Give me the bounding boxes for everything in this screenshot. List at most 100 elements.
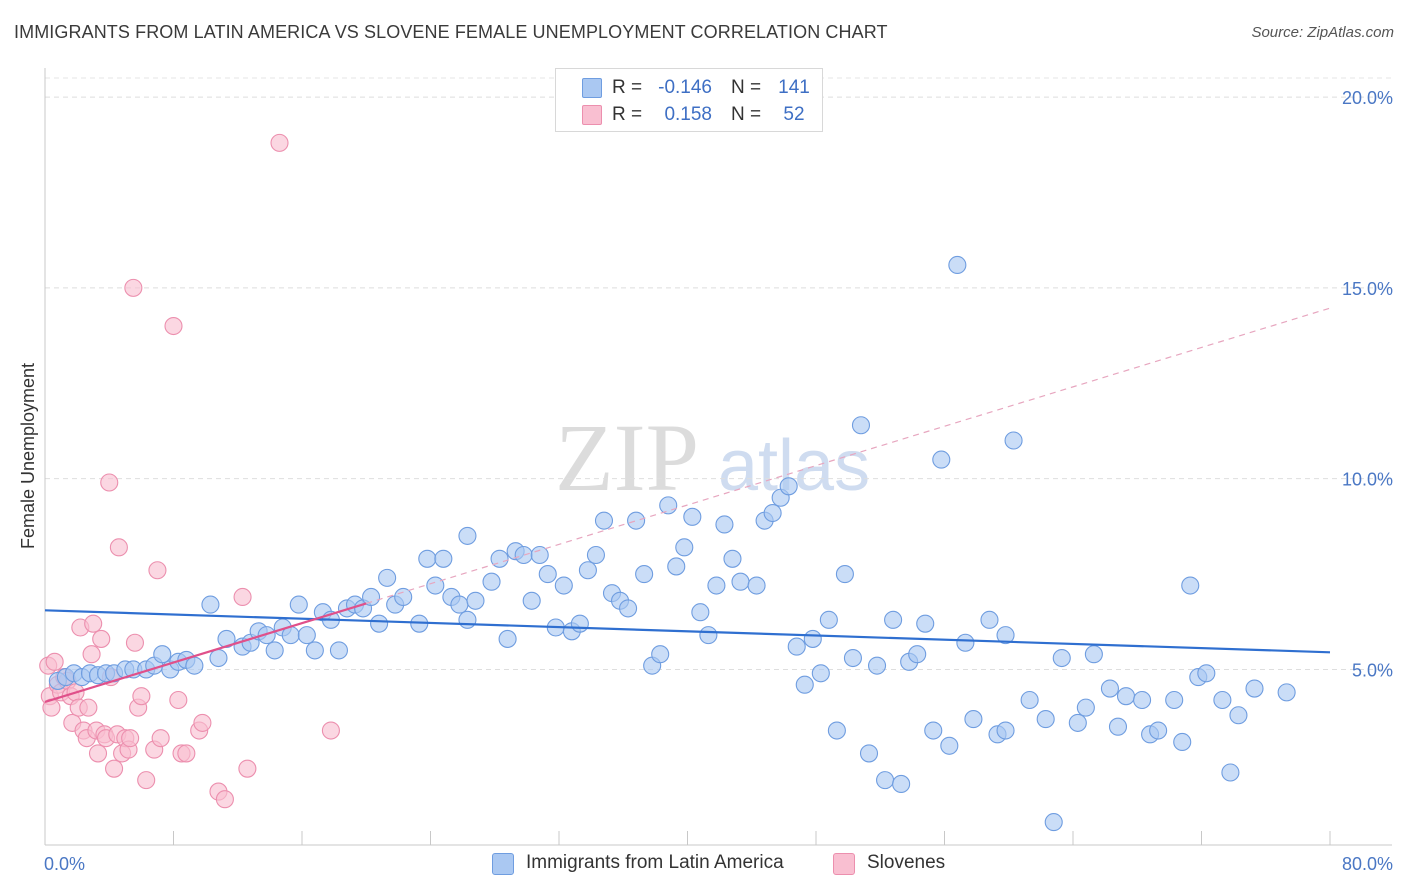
slovenes-point (148, 561, 167, 580)
slovenes-point (215, 790, 234, 809)
watermark-atlas: atlas (718, 426, 870, 506)
latin-america-point (201, 595, 220, 614)
correlation-legend: R = -0.146 N = 141 R = 0.158 N = 52 (555, 68, 823, 132)
latin-america-point (570, 614, 589, 633)
latin-america-point (514, 545, 533, 565)
latin-america-point (811, 664, 830, 683)
slovenes-point (121, 729, 140, 748)
latin-america-point (594, 511, 614, 530)
latin-america-point (683, 507, 702, 526)
legend-r-label: R = (612, 77, 643, 98)
latin-america-point (627, 511, 646, 530)
latin-america-point (466, 591, 485, 610)
watermark-zip: ZIP (555, 404, 699, 511)
latin-america-point (1076, 698, 1095, 717)
latin-america-point (892, 774, 911, 793)
y-tick-label: 15.0% (1342, 279, 1393, 299)
latin-america-point (659, 496, 678, 515)
latin-america-point (1116, 687, 1136, 706)
latin-america-point (450, 595, 469, 614)
axis-labels: 5.0% 10.0% 15.0% 20.0% 0.0% 80.0% Female Unemp… (18, 88, 1393, 874)
latin-america-point (924, 721, 943, 740)
latin-america-point (522, 591, 541, 610)
latin-america-point (667, 557, 686, 576)
latin-america-point (378, 568, 397, 587)
legend-swatch-pink (582, 105, 602, 125)
slovenes-trend-line-solid (44, 602, 367, 703)
latin-america-point (996, 626, 1015, 645)
latin-america-point (257, 626, 276, 645)
latin-america-point (426, 576, 445, 595)
latin-america-point (1052, 648, 1071, 668)
legend-n-value: 141 (778, 77, 810, 98)
latin-america-point (635, 565, 654, 584)
slovenes-point (270, 133, 289, 152)
latin-america-series (48, 255, 1296, 832)
latin-america-point (884, 610, 903, 629)
latin-america-point (956, 633, 975, 652)
latin-america-point (1165, 690, 1184, 710)
slovenes-point (125, 633, 144, 652)
x-tick-label: 0.0% (44, 854, 85, 874)
latin-america-point (362, 587, 381, 607)
latin-america-point (394, 587, 413, 607)
slovenes-point (92, 629, 111, 648)
latin-america-point (707, 576, 726, 595)
latin-america-point (876, 771, 895, 790)
slovenes-point (177, 744, 196, 763)
slovenes-point (193, 713, 212, 732)
latin-america-point (940, 736, 959, 755)
latin-america-point (819, 610, 838, 629)
slovenes-point (164, 316, 183, 336)
latin-america-point (217, 629, 236, 648)
latin-america-point (1221, 763, 1240, 782)
slovenes-point (84, 614, 103, 633)
bottom-legend-label: Immigrants from Latin America (526, 852, 784, 873)
slovenes-point (124, 278, 143, 297)
latin-america-point (434, 549, 453, 568)
latin-america-point (1004, 431, 1023, 450)
legend-n-label: N = (731, 77, 762, 98)
latin-america-point (795, 675, 814, 694)
axes (44, 68, 1392, 846)
latin-america-point (851, 416, 871, 435)
legend-swatch-blue (582, 78, 602, 98)
latin-america-point (554, 576, 573, 595)
latin-america-point (867, 656, 887, 675)
latin-america-point (827, 721, 846, 740)
latin-america-point (747, 576, 766, 595)
latin-america-point (859, 744, 879, 763)
slovenes-point (238, 759, 257, 778)
latin-america-point (498, 629, 517, 648)
latin-america-point (675, 538, 694, 557)
latin-america-point (482, 572, 501, 591)
latin-america-point (1245, 679, 1264, 698)
legend-n-label: N = (731, 104, 762, 125)
latin-america-trend-line (44, 609, 1331, 654)
latin-america-point (1068, 713, 1087, 732)
legend-r-value: -0.146 (658, 77, 712, 98)
latin-america-point (843, 648, 862, 668)
latin-america-point (289, 595, 308, 614)
latin-america-point (948, 255, 967, 275)
latin-america-point (1100, 679, 1119, 698)
trend-lines (44, 307, 1331, 703)
latin-america-point (916, 614, 935, 633)
latin-america-point (209, 648, 228, 668)
slovenes-point (137, 771, 156, 790)
latin-america-point (297, 626, 316, 645)
latin-america-point (835, 565, 854, 584)
source-label: Source: ZipAtlas.com (1251, 24, 1394, 41)
legend-n-value: 52 (783, 104, 805, 125)
latin-america-point (418, 549, 437, 568)
bottom-legend-label: Slovenes (867, 852, 946, 873)
latin-america-point (763, 503, 782, 523)
slovenes-point (105, 759, 124, 778)
latin-america-point (370, 614, 389, 633)
latin-america-point (691, 603, 710, 622)
x-tick-label: 80.0% (1342, 854, 1393, 874)
bottom-legend-swatch-blue (492, 853, 514, 875)
slovenes-point (321, 721, 340, 740)
latin-america-point (458, 610, 477, 629)
chart-title: IMMIGRANTS FROM LATIN AMERICA VS SLOVENE… (14, 22, 888, 42)
